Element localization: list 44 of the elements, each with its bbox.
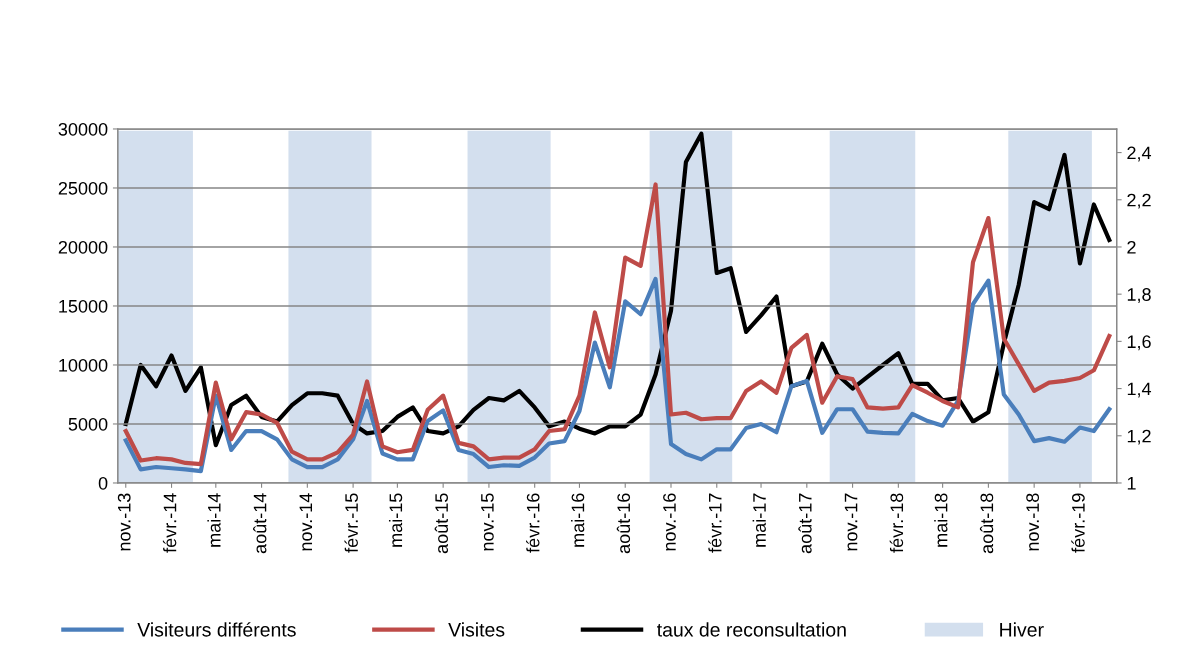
y2-tick-label: 2,2 — [1127, 193, 1151, 209]
y2-tick-label: 2 — [1127, 240, 1136, 254]
y-tick-label: 20000 — [58, 240, 108, 254]
x-tick-label: févr.-15 — [344, 493, 358, 553]
y2-tick-label: 1,6 — [1127, 335, 1151, 351]
x-tick-label: févr.-19 — [1071, 493, 1085, 553]
x-tick-label: août-18 — [979, 493, 994, 554]
x-tick-label: nov.-17 — [844, 493, 858, 551]
x-tick-label: août-16 — [616, 493, 631, 554]
x-tick-label: nov.-14 — [299, 493, 313, 551]
legend-label: Visites — [448, 622, 505, 637]
x-tick-label: août-14 — [253, 493, 267, 554]
line-series — [123, 276, 1112, 474]
x-tick-label: nov.-13 — [117, 493, 131, 551]
line-series — [123, 131, 1112, 448]
x-tick-label: nov.-15 — [481, 493, 494, 551]
x-tick-label: mai-15 — [388, 493, 403, 547]
x-tick-label: nov.-16 — [663, 493, 676, 551]
x-tick-label: févr.-18 — [889, 493, 904, 553]
line-series — [123, 182, 1112, 467]
x-tick-label: févr.-14 — [162, 493, 177, 553]
legend-label: taux de reconsultation — [657, 622, 846, 637]
y-tick-label: 25000 — [58, 181, 108, 195]
y2-tick-label: 1,2 — [1127, 429, 1151, 445]
x-tick-label: févr.-16 — [526, 493, 540, 553]
x-tick-label: mai-17 — [752, 493, 766, 547]
x-tick-label: févr.-17 — [708, 493, 722, 553]
y-tick-label: 0 — [98, 476, 108, 490]
y2-tick-label: 1,8 — [1127, 288, 1151, 304]
x-tick-label: mai-14 — [207, 493, 221, 547]
x-tick-label: nov.-18 — [1026, 493, 1040, 551]
y2-tick-label: 1,4 — [1127, 382, 1152, 398]
y2-tick-label: 1 — [1127, 477, 1136, 490]
x-tick-label: août-15 — [434, 493, 448, 554]
legend-label: Hiver — [1000, 622, 1044, 637]
y2-tick-label: 2,4 — [1127, 146, 1152, 162]
y-tick-label: 15000 — [59, 299, 108, 313]
y-tick-label: 30000 — [58, 122, 108, 136]
y-tick-label: 10000 — [59, 358, 108, 372]
legend-label: Visiteurs différents — [137, 622, 296, 637]
x-tick-label: août-17 — [798, 493, 812, 554]
y-tick-label: 5000 — [68, 417, 108, 431]
x-tick-label: mai-18 — [934, 493, 948, 547]
x-tick-label: mai-16 — [571, 493, 585, 547]
